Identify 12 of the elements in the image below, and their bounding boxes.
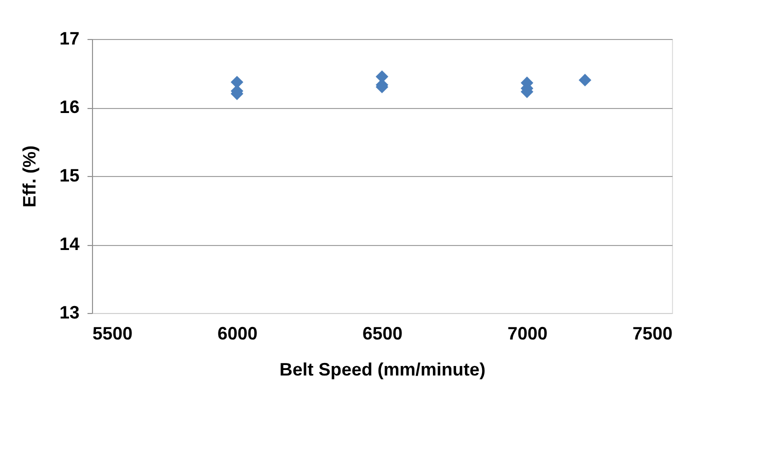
y-tick-label: 16 (59, 97, 80, 117)
y-tick-label: 13 (59, 302, 80, 322)
x-tick-label: 6000 (217, 324, 258, 344)
y-tick-label: 17 (59, 28, 80, 48)
x-axis-title: Belt Speed (mm/minute) (279, 360, 486, 380)
x-tick-label: 5500 (92, 324, 133, 344)
y-axis-title: Eff. (%) (19, 146, 40, 208)
x-tick-label: 6500 (362, 324, 403, 344)
x-tick-label: 7000 (507, 324, 548, 344)
y-tick-label: 15 (59, 166, 80, 186)
x-tick-label: 7500 (632, 324, 672, 344)
y-tick-label: 14 (59, 234, 80, 254)
